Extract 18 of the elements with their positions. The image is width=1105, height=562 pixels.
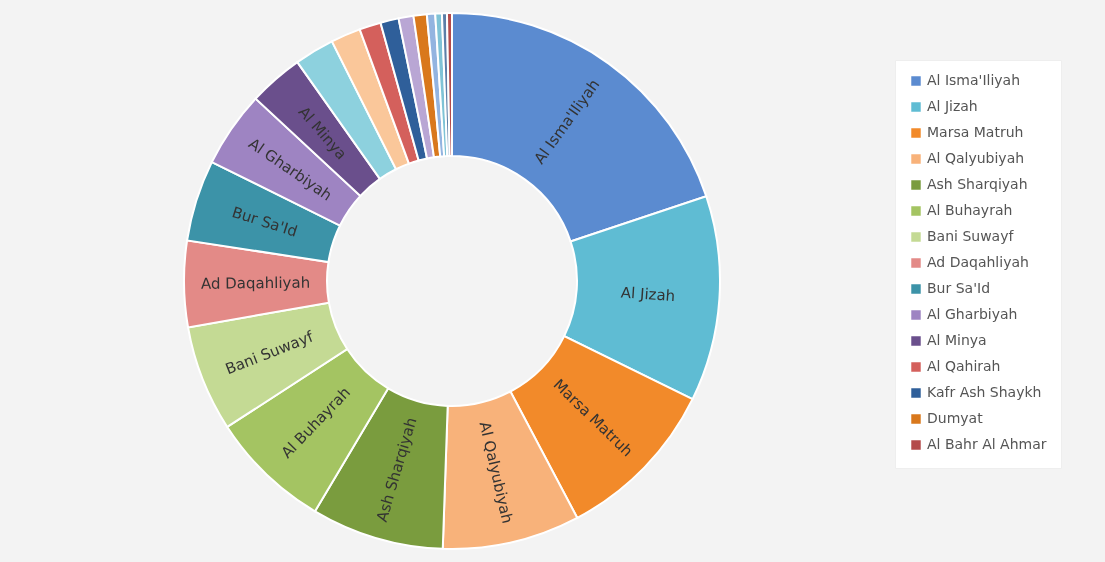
legend-label: Al Qalyubiyah — [927, 150, 1025, 166]
legend-label: Al Gharbiyah — [927, 306, 1018, 322]
slice-label: Ad Daqahliyah — [200, 273, 311, 293]
legend-label: Kafr Ash Shaykh — [927, 384, 1042, 400]
legend-label: Al Minya — [927, 332, 987, 348]
legend-label: Ash Sharqiyah — [927, 176, 1028, 192]
legend-label: Marsa Matruh — [927, 124, 1024, 140]
legend-label: Bani Suwayf — [927, 228, 1015, 244]
legend-label: Al Buhayrah — [927, 202, 1013, 218]
legend-label: Al Bahr Al Ahmar — [927, 436, 1047, 452]
slice-label: Al Jizah — [620, 283, 676, 306]
legend-label: Dumyat — [927, 410, 984, 426]
legend-label: Al Jizah — [927, 98, 978, 114]
legend-label: Al Qahirah — [927, 358, 1001, 374]
slice-label: Bur Sa'Id — [229, 203, 300, 241]
legend-label: Al Isma'Iliyah — [927, 72, 1021, 88]
legend-label: Ad Daqahliyah — [927, 254, 1029, 270]
legend-label: Bur Sa'Id — [927, 280, 991, 296]
